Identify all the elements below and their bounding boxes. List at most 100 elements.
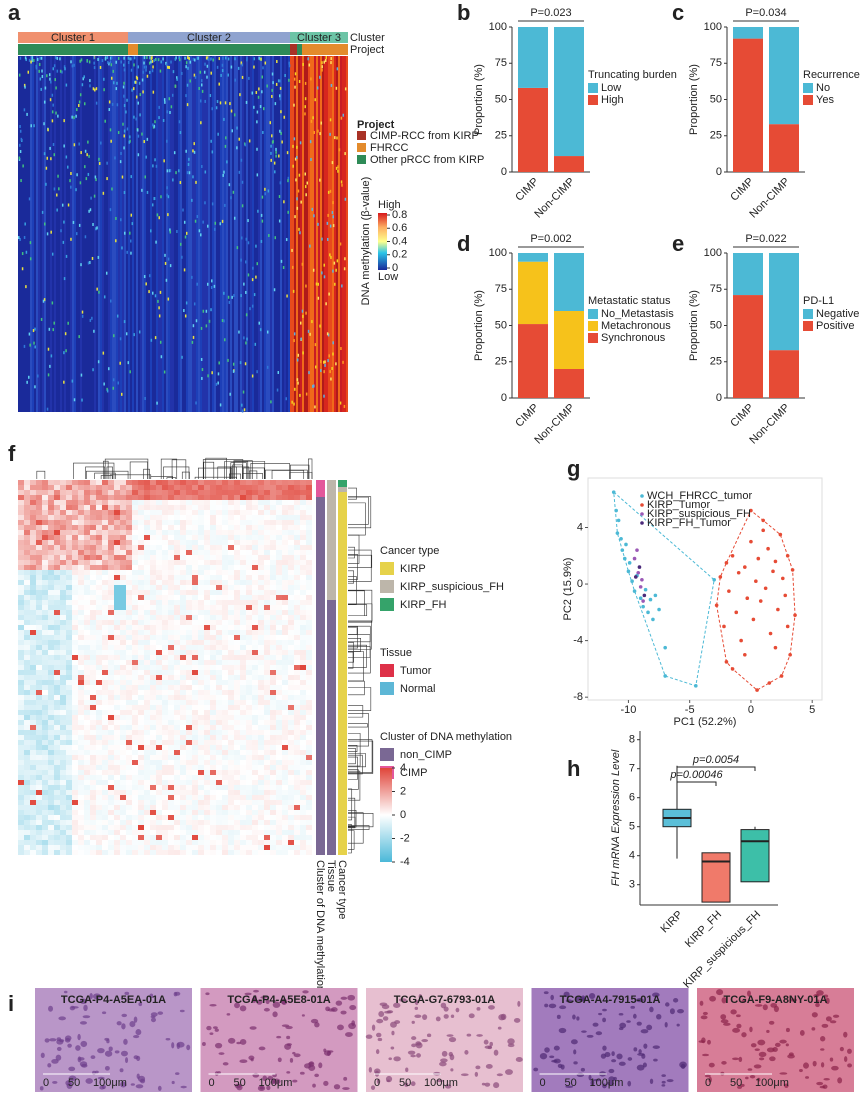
heatmap-speckle xyxy=(321,68,323,72)
dendrogram xyxy=(348,651,354,669)
heatmap-speckle xyxy=(240,236,243,240)
heatmap-cell xyxy=(114,830,120,835)
heatmap-speckle xyxy=(171,93,174,97)
heatmap-cell xyxy=(30,610,36,615)
heatmap-cell xyxy=(300,730,306,735)
heatmap-cell xyxy=(162,555,168,560)
heatmap-cell xyxy=(60,745,66,750)
heatmap-cell xyxy=(228,660,234,665)
heatmap-cell xyxy=(102,500,108,505)
heatmap-cell xyxy=(222,700,228,705)
heatmap-cell xyxy=(234,550,240,555)
heatmap-cell xyxy=(18,625,24,630)
heatmap-cell xyxy=(216,640,222,645)
heatmap-cell xyxy=(264,490,270,495)
heatmap-cell xyxy=(48,755,54,760)
heatmap-cell xyxy=(54,790,60,795)
heatmap-speckle xyxy=(91,316,93,320)
heatmap-cell xyxy=(186,800,192,805)
heatmap-cell xyxy=(210,595,216,600)
heatmap-speckle xyxy=(293,103,295,107)
heatmap-speckle xyxy=(225,56,227,60)
heatmap-cell xyxy=(294,535,300,540)
heatmap-cell xyxy=(252,520,258,525)
heatmap-column xyxy=(178,56,180,412)
heatmap-cell xyxy=(132,710,138,715)
heatmap-cell xyxy=(96,545,102,550)
heatmap-cell xyxy=(216,520,222,525)
heatmap-cell xyxy=(228,810,234,815)
heatmap-speckle xyxy=(259,105,262,109)
heatmap-cell xyxy=(174,510,180,515)
heatmap-cell xyxy=(42,755,48,760)
heatmap-cell xyxy=(270,645,276,650)
heatmap-cell xyxy=(138,675,144,680)
heatmap-cell xyxy=(42,600,48,605)
heatmap-cell xyxy=(90,615,96,620)
heatmap-speckle xyxy=(304,105,306,109)
y-tick-label: 75 xyxy=(710,57,722,69)
heatmap-cell xyxy=(126,645,132,650)
heatmap-cell xyxy=(120,755,126,760)
heatmap-cell xyxy=(150,815,156,820)
heatmap-cell xyxy=(72,725,78,730)
heatmap-cell xyxy=(216,755,222,760)
heatmap-cell xyxy=(240,525,246,530)
heatmap-speckle xyxy=(205,324,208,328)
heatmap-cell xyxy=(156,840,162,845)
heatmap-cell xyxy=(210,625,216,630)
heatmap-cell xyxy=(294,660,300,665)
heatmap-speckle xyxy=(130,213,133,217)
heatmap-cell xyxy=(288,560,294,565)
heatmap-cell xyxy=(96,620,102,625)
heatmap-cell xyxy=(54,785,60,790)
heatmap-cell xyxy=(24,735,30,740)
heatmap-cell xyxy=(216,765,222,770)
heatmap-cell xyxy=(252,790,258,795)
heatmap-cell xyxy=(240,660,246,665)
heatmap-speckle xyxy=(166,110,169,114)
y-tick-label: 0 xyxy=(501,166,507,178)
heatmap-cell xyxy=(222,565,228,570)
heatmap-speckle xyxy=(89,208,92,212)
dendrogram xyxy=(308,458,313,479)
heatmap-speckle xyxy=(95,87,98,91)
heatmap-cell xyxy=(246,590,252,595)
heatmap-speckle xyxy=(46,156,48,160)
heatmap-cell xyxy=(108,720,114,725)
heatmap-cell xyxy=(168,610,174,615)
heatmap-column xyxy=(158,56,160,412)
heatmap-cell xyxy=(120,650,126,655)
heatmap-cell xyxy=(102,815,108,820)
heatmap-cell xyxy=(240,535,246,540)
heatmap-cell xyxy=(192,800,198,805)
heatmap-cell xyxy=(42,640,48,645)
heatmap-cell xyxy=(228,770,234,775)
heatmap-cell xyxy=(66,500,72,505)
heatmap-cell xyxy=(144,785,150,790)
heatmap-cell xyxy=(222,510,228,515)
heatmap-cell xyxy=(246,585,252,590)
heatmap-cell xyxy=(258,630,264,635)
heatmap-cell xyxy=(222,610,228,615)
heatmap-cell xyxy=(78,810,84,815)
heatmap-cell xyxy=(102,810,108,815)
heatmap-cell xyxy=(114,480,120,485)
heatmap-cell xyxy=(252,590,258,595)
y-tick-label: 0 xyxy=(501,392,507,404)
heatmap-cell xyxy=(270,715,276,720)
heatmap-cell xyxy=(276,570,282,575)
heatmap-column xyxy=(336,56,338,412)
heatmap-cell xyxy=(108,725,114,730)
heatmap-cell xyxy=(186,675,192,680)
heatmap-cell xyxy=(174,740,180,745)
heatmap-cell xyxy=(114,725,120,730)
heatmap-cell xyxy=(126,570,132,575)
heatmap-cell xyxy=(222,525,228,530)
heatmap-cell xyxy=(216,710,222,715)
heatmap-cell xyxy=(120,695,126,700)
heatmap-cell xyxy=(126,655,132,660)
heatmap-cell xyxy=(150,590,156,595)
heatmap-speckle xyxy=(110,56,113,60)
heatmap-speckle xyxy=(260,213,263,217)
